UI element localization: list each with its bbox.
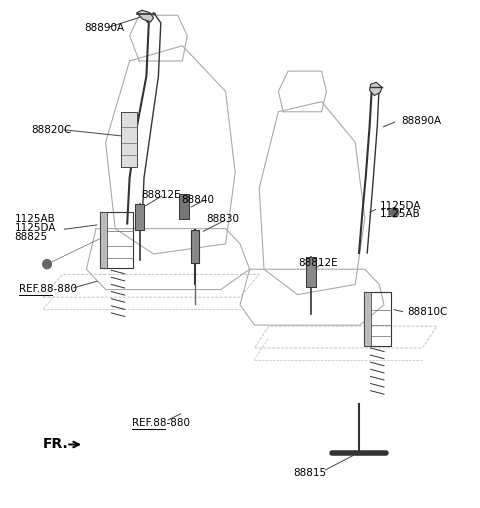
Text: 1125AB: 1125AB (14, 214, 55, 225)
Text: 88825: 88825 (14, 232, 48, 242)
Text: 88812E: 88812E (299, 258, 338, 268)
Text: 1125AB: 1125AB (380, 209, 421, 219)
Text: FR.: FR. (43, 437, 69, 452)
Polygon shape (137, 10, 154, 22)
Text: 88810C: 88810C (407, 307, 447, 318)
Polygon shape (121, 112, 137, 167)
Text: 1125DA: 1125DA (380, 201, 421, 211)
Text: 88820C: 88820C (31, 124, 72, 135)
Polygon shape (370, 82, 382, 96)
Polygon shape (306, 257, 316, 287)
Polygon shape (179, 194, 189, 219)
Text: 88840: 88840 (181, 195, 215, 205)
Text: 88890A: 88890A (84, 23, 124, 33)
Text: 88812E: 88812E (142, 189, 181, 200)
Polygon shape (364, 292, 371, 346)
Text: 88890A: 88890A (401, 116, 441, 126)
Polygon shape (191, 230, 199, 263)
Text: 88815: 88815 (293, 468, 326, 479)
Circle shape (43, 260, 51, 269)
Text: REF.88-880: REF.88-880 (132, 418, 190, 428)
Polygon shape (100, 212, 107, 268)
Text: REF.88-880: REF.88-880 (19, 283, 77, 294)
Text: 88830: 88830 (206, 214, 240, 225)
Text: 1125DA: 1125DA (14, 223, 56, 233)
Circle shape (390, 208, 399, 217)
Polygon shape (135, 204, 144, 230)
